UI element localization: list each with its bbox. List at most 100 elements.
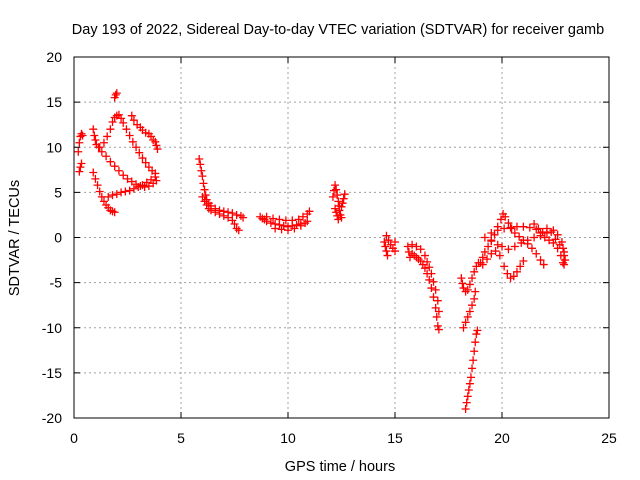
- data-point: [380, 238, 389, 247]
- data-point: [303, 217, 312, 226]
- data-point: [391, 247, 399, 256]
- data-point: [334, 197, 343, 206]
- data-point: [230, 219, 239, 228]
- y-tick-label: 20: [46, 49, 62, 65]
- data-point: [151, 169, 160, 178]
- data-point: [465, 280, 474, 289]
- data-point: [76, 163, 85, 172]
- data-point: [296, 221, 305, 230]
- data-point: [77, 159, 86, 168]
- data-point: [78, 131, 87, 140]
- data-point: [104, 192, 113, 201]
- data-series: [476, 210, 570, 283]
- data-point: [125, 186, 134, 195]
- data-point: [534, 224, 543, 233]
- data-point: [547, 228, 556, 237]
- data-point: [90, 131, 99, 140]
- data-point: [106, 157, 115, 166]
- data-point: [152, 176, 161, 185]
- x-axis-label: GPS time / hours: [285, 459, 395, 475]
- data-point: [129, 116, 138, 125]
- data-point: [198, 192, 207, 201]
- data-point: [478, 260, 487, 269]
- data-point: [487, 228, 496, 237]
- data-point: [383, 251, 392, 260]
- data-point: [111, 90, 120, 99]
- data-point: [292, 220, 301, 229]
- data-point: [89, 125, 98, 134]
- chart-title: Day 193 of 2022, Sidereal Day-to-day VTE…: [72, 22, 604, 38]
- data-point: [542, 224, 551, 233]
- data-point: [284, 226, 292, 235]
- data-point: [152, 141, 161, 150]
- data-point: [434, 307, 443, 316]
- data-point: [202, 201, 211, 210]
- data-point: [95, 187, 104, 196]
- data-point: [463, 285, 472, 294]
- data-point: [530, 219, 539, 228]
- y-tick-label: -15: [42, 365, 62, 381]
- data-point: [77, 129, 86, 138]
- data-points: [74, 89, 570, 413]
- data-point: [95, 143, 104, 152]
- data-point: [525, 223, 534, 232]
- data-point: [121, 187, 130, 196]
- data-point: [127, 111, 136, 120]
- data-point: [427, 269, 436, 278]
- data-point: [412, 253, 421, 262]
- data-point: [199, 179, 208, 188]
- data-point: [110, 208, 119, 217]
- data-point: [117, 188, 126, 197]
- data-point: [527, 244, 536, 253]
- data-point: [433, 321, 442, 330]
- data-point: [102, 152, 111, 161]
- data-point: [410, 251, 419, 260]
- data-point: [496, 215, 505, 224]
- data-point: [108, 117, 117, 126]
- data-point: [138, 154, 147, 163]
- data-point: [382, 231, 391, 240]
- data-point: [305, 207, 314, 216]
- data-point: [491, 247, 500, 256]
- data-point: [298, 212, 307, 221]
- data-point: [504, 245, 513, 254]
- data-point: [384, 236, 393, 245]
- data-point: [523, 236, 532, 245]
- data-series: [195, 154, 248, 235]
- data-point: [206, 206, 215, 215]
- data-point: [239, 213, 248, 222]
- data-point: [506, 223, 515, 232]
- data-point: [464, 386, 473, 395]
- data-point: [465, 379, 474, 388]
- data-point: [431, 285, 440, 294]
- data-point: [332, 185, 341, 194]
- data-point: [461, 287, 470, 296]
- data-point: [151, 137, 160, 146]
- y-axis-label: SDTVAR / TECUs: [7, 180, 23, 296]
- data-point: [331, 181, 340, 190]
- data-point: [471, 338, 480, 347]
- data-point: [381, 242, 390, 251]
- data-point: [331, 204, 340, 213]
- x-tick-label: 25: [601, 430, 617, 446]
- data-point: [339, 194, 348, 203]
- data-point: [483, 255, 492, 264]
- data-point: [507, 224, 516, 233]
- y-tick-label: 0: [54, 230, 62, 246]
- data-point: [288, 216, 297, 225]
- data-point: [519, 256, 528, 265]
- data-point: [484, 242, 493, 251]
- data-point: [459, 323, 468, 332]
- data-point: [340, 190, 349, 199]
- x-tick-labels: 0 5 10 15 20 25: [70, 430, 617, 446]
- data-series: [380, 231, 399, 260]
- data-series: [328, 181, 349, 224]
- data-point: [290, 224, 299, 233]
- data-point: [473, 326, 482, 335]
- data-point: [516, 262, 525, 271]
- data-point: [141, 158, 150, 167]
- data-point: [127, 177, 136, 186]
- data-point: [266, 219, 275, 228]
- data-point: [510, 228, 519, 237]
